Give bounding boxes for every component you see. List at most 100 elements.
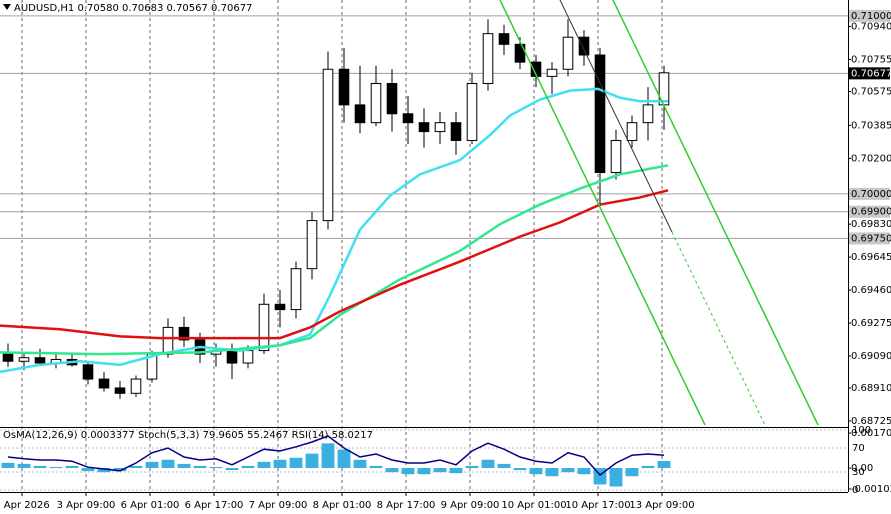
candle-body bbox=[434, 122, 446, 133]
candle-body bbox=[130, 378, 142, 394]
bar bbox=[17, 463, 31, 469]
bar bbox=[193, 465, 207, 469]
candle-body bbox=[354, 104, 366, 124]
y-tick-label: -0.001020 bbox=[851, 484, 891, 495]
trend-line bbox=[559, 0, 673, 233]
level-label-box bbox=[849, 205, 890, 218]
bar bbox=[1, 462, 15, 469]
indicator-line bbox=[7, 435, 665, 477]
bar bbox=[97, 468, 111, 473]
candle-body bbox=[258, 303, 270, 352]
x-tick-label: 13 Apr 09:00 bbox=[629, 500, 694, 511]
bar bbox=[625, 468, 639, 477]
candle-body bbox=[18, 357, 30, 362]
x-tick-label: 2 Apr 2026 bbox=[0, 500, 50, 511]
level-label: 0.69750 bbox=[851, 233, 891, 244]
candle-body bbox=[642, 104, 654, 124]
candle-body bbox=[306, 220, 318, 270]
y-tick-label: 0.70385 bbox=[851, 120, 891, 131]
bar bbox=[161, 459, 175, 469]
level-label: 0.71000 bbox=[851, 11, 891, 22]
bar bbox=[417, 468, 431, 475]
bar bbox=[145, 461, 159, 469]
bar bbox=[433, 468, 447, 473]
channel-line bbox=[499, 0, 706, 426]
candle-body bbox=[370, 83, 382, 124]
bar bbox=[49, 466, 63, 469]
bar bbox=[321, 443, 335, 469]
level-label-box bbox=[849, 67, 890, 80]
bar bbox=[561, 468, 575, 473]
candle-body bbox=[530, 61, 542, 77]
candle-body bbox=[82, 364, 94, 380]
level-label-box bbox=[849, 187, 890, 200]
level-label: 0.70677 bbox=[851, 68, 891, 79]
bar bbox=[257, 461, 271, 469]
bar bbox=[209, 466, 223, 469]
candle-body bbox=[274, 303, 286, 311]
candle-body bbox=[546, 68, 558, 77]
candle-body bbox=[34, 357, 46, 364]
candle-body bbox=[162, 326, 174, 355]
y2-tick-label: 100 bbox=[852, 425, 871, 436]
candle-body bbox=[98, 378, 110, 389]
candle-body bbox=[514, 43, 526, 63]
candle-body bbox=[482, 33, 494, 85]
candle-body bbox=[562, 36, 574, 70]
bar bbox=[497, 463, 511, 469]
candle-body bbox=[418, 122, 430, 133]
candle-body bbox=[626, 122, 638, 141]
bar bbox=[401, 468, 415, 475]
bar bbox=[545, 468, 559, 477]
bar bbox=[273, 459, 287, 469]
y2-tick-label: 0 bbox=[852, 485, 858, 496]
bar bbox=[129, 465, 143, 469]
bar bbox=[513, 468, 527, 471]
x-tick-label: 10 Apr 01:00 bbox=[501, 500, 566, 511]
candle-body bbox=[114, 387, 126, 394]
bar bbox=[81, 468, 95, 472]
y-tick-label: 0.70575 bbox=[851, 87, 891, 98]
bar bbox=[369, 465, 383, 469]
y-tick-label: 0.00 bbox=[851, 463, 873, 474]
bar bbox=[481, 459, 495, 469]
bar bbox=[449, 468, 463, 474]
y2-tick-label: 30 bbox=[852, 467, 865, 478]
moving-average bbox=[0, 87, 668, 374]
y-tick-label: 0.69275 bbox=[851, 318, 891, 329]
x-tick-label: 6 Apr 01:00 bbox=[121, 500, 180, 511]
bar bbox=[65, 465, 79, 469]
candle-body bbox=[178, 326, 190, 341]
y-tick-label: 0.70200 bbox=[851, 153, 891, 164]
candle-body bbox=[466, 83, 478, 141]
candle-body bbox=[322, 68, 334, 222]
chart-title: AUDUSD,H1 0.70580 0.70683 0.70567 0.7067… bbox=[14, 3, 252, 14]
y-tick-label: 0.70755 bbox=[851, 54, 891, 65]
candle-body bbox=[226, 350, 238, 364]
bar bbox=[33, 465, 47, 469]
bar bbox=[577, 468, 591, 475]
y2-tick-label: 70 bbox=[852, 443, 865, 454]
moving-average bbox=[0, 189, 669, 340]
bar bbox=[113, 468, 127, 472]
candle-body bbox=[2, 353, 14, 362]
bar bbox=[353, 459, 367, 469]
x-tick-label: 8 Apr 01:00 bbox=[313, 500, 372, 511]
bar bbox=[225, 468, 239, 471]
bar bbox=[529, 468, 543, 475]
candle-body bbox=[578, 36, 590, 56]
candle-body bbox=[386, 83, 398, 115]
x-tick-label: 6 Apr 17:00 bbox=[185, 500, 244, 511]
y-tick-label: 0.69830 bbox=[851, 219, 891, 230]
x-tick-label: 8 Apr 17:00 bbox=[377, 500, 436, 511]
bar bbox=[289, 457, 303, 469]
candle-body bbox=[402, 113, 414, 124]
bar bbox=[385, 468, 399, 473]
menu-icon[interactable] bbox=[3, 4, 11, 10]
bar bbox=[337, 449, 351, 469]
level-label: 0.69900 bbox=[851, 207, 891, 218]
y-tick-label: 0.69090 bbox=[851, 351, 891, 362]
candle-body bbox=[242, 350, 254, 364]
